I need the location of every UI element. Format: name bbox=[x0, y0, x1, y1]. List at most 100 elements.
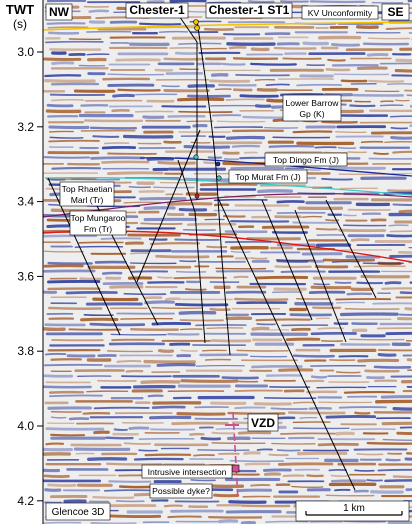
reflector-segment bbox=[406, 94, 412, 97]
reflector-segment bbox=[74, 245, 124, 248]
reflector-segment bbox=[211, 431, 236, 435]
chester-1-well-path bbox=[174, 9, 198, 200]
reflector-segment bbox=[285, 337, 321, 342]
reflector-segment bbox=[325, 218, 340, 222]
reflector-segment bbox=[116, 360, 142, 363]
reflector-segment bbox=[228, 500, 267, 504]
top-dingo-horizon bbox=[139, 157, 412, 177]
axis-title-twt: TWT bbox=[6, 2, 34, 17]
label-survey: Glencoe 3D bbox=[52, 507, 105, 518]
reflector-segment bbox=[321, 120, 358, 124]
reflector-segment bbox=[167, 515, 202, 519]
se-box bbox=[381, 3, 410, 21]
reflector-segment bbox=[47, 26, 89, 29]
reflector-segment bbox=[306, 474, 324, 478]
reflector-segment bbox=[163, 504, 183, 508]
reflector-segment bbox=[234, 389, 283, 393]
twt-axis: TWT (s) 3.0 3.2 3.4 3.6 3.8 4.0 4.2 bbox=[0, 0, 44, 524]
reflector-segment bbox=[180, 379, 239, 383]
lower-barrow-label-box bbox=[282, 94, 342, 122]
reflector-segment bbox=[107, 171, 164, 176]
reflector-segment bbox=[117, 88, 161, 92]
reflector-segment bbox=[310, 375, 328, 379]
reflector-segment bbox=[46, 103, 74, 108]
reflector-segment bbox=[47, 483, 77, 487]
reflector-segment bbox=[256, 323, 276, 326]
reflector-segment bbox=[103, 489, 153, 492]
reflector-segment bbox=[50, 416, 67, 419]
reflector-segment bbox=[143, 206, 176, 211]
reflector-segment bbox=[101, 160, 150, 164]
axis-tick-label: 3.0 bbox=[17, 45, 34, 59]
reflector-segment bbox=[296, 83, 342, 87]
reflector-segment bbox=[234, 297, 289, 301]
reflector-segment bbox=[305, 168, 321, 171]
reflector-segment bbox=[151, 322, 192, 326]
seismic-section bbox=[43, 0, 412, 524]
reflector-segment bbox=[302, 41, 329, 46]
reflector-segment bbox=[265, 83, 290, 86]
reflector-segment bbox=[366, 479, 383, 482]
reflector-segment bbox=[250, 257, 268, 260]
reflector-segment bbox=[236, 349, 289, 352]
label-kv-unconformity: KV Unconformity bbox=[308, 8, 373, 18]
reflector-segment bbox=[251, 326, 270, 331]
reflector-segment bbox=[65, 291, 118, 295]
top-dingo-label-box bbox=[264, 152, 348, 167]
reflector-segment bbox=[233, 275, 249, 279]
label-top-mungaroo-line2: Fm (Tr) bbox=[84, 224, 112, 234]
reflector-segment bbox=[292, 354, 335, 358]
reflector-segment bbox=[50, 98, 85, 102]
well-top-marker bbox=[194, 25, 200, 31]
well-horizon-marker bbox=[216, 175, 222, 181]
reflector-segment bbox=[200, 436, 221, 441]
reflector-segment bbox=[68, 328, 122, 331]
reflector-segment bbox=[366, 441, 412, 445]
intrusive-intersection-marker bbox=[231, 464, 240, 473]
reflector-segment bbox=[343, 391, 395, 394]
reflector-segment bbox=[147, 394, 164, 398]
reflector-segment bbox=[354, 469, 375, 472]
well-paths bbox=[174, 9, 231, 356]
fault-line bbox=[261, 199, 313, 321]
label-top-rhaetian-line2: Marl (Tr) bbox=[71, 195, 104, 205]
reflector-segment bbox=[232, 57, 279, 60]
dyke-label-box bbox=[149, 483, 213, 499]
reflector-segment bbox=[44, 488, 62, 492]
reflector-segment bbox=[43, 385, 92, 389]
reflector-segment bbox=[175, 270, 207, 273]
vzd-dashed-line bbox=[232, 411, 239, 501]
reflector-segment bbox=[43, 521, 82, 524]
reflector-segment bbox=[315, 227, 338, 231]
reflector-segment bbox=[404, 89, 412, 92]
reflector-segment bbox=[291, 485, 324, 488]
reflector-segment bbox=[385, 27, 412, 30]
reflector-segment bbox=[330, 42, 361, 47]
reflector-segment bbox=[209, 307, 231, 311]
reflector-segment bbox=[216, 120, 266, 123]
orientation-nw: NW bbox=[49, 5, 70, 19]
reflector-segment bbox=[377, 352, 397, 357]
reflector-segment bbox=[392, 150, 412, 154]
fault-line bbox=[294, 209, 347, 343]
chester-1-st1-well-path bbox=[196, 19, 231, 356]
reflector-segment bbox=[118, 485, 155, 489]
reflector-segment bbox=[250, 62, 297, 66]
reflector-segment bbox=[123, 442, 152, 445]
reflector-segment bbox=[225, 135, 266, 140]
reflector-segment bbox=[171, 421, 229, 426]
reflector-segment bbox=[280, 270, 326, 274]
reflector-segment bbox=[350, 238, 370, 242]
reflector-segment bbox=[221, 62, 246, 66]
reflector-segment bbox=[270, 407, 308, 411]
reflector-segment bbox=[45, 40, 104, 44]
top-murat-horizon bbox=[44, 176, 412, 196]
reflector-segment bbox=[165, 297, 182, 301]
reflector-segment bbox=[390, 126, 408, 130]
reflector-segment bbox=[43, 327, 66, 332]
well-horizon-marker bbox=[193, 154, 199, 160]
reflector-segment bbox=[398, 209, 412, 214]
reflector-segment bbox=[276, 200, 305, 204]
axis-tick-label: 4.2 bbox=[17, 494, 34, 508]
reflector-segment bbox=[301, 215, 323, 218]
